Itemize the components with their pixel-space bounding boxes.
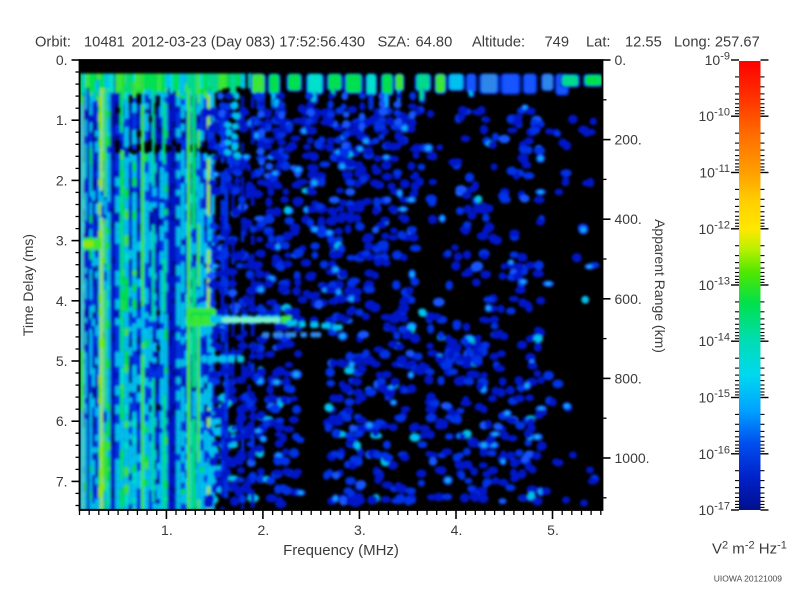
svg-text:12.55: 12.55 (625, 35, 662, 51)
svg-text:6.: 6. (56, 413, 68, 429)
svg-text:1.: 1. (161, 522, 173, 538)
svg-text:400.: 400. (615, 211, 642, 227)
svg-text:2.: 2. (258, 522, 270, 538)
svg-text:5.: 5. (547, 522, 559, 538)
svg-text:3.: 3. (56, 233, 68, 249)
svg-text:Frequency (MHz): Frequency (MHz) (283, 542, 399, 559)
svg-text:Altitude:: Altitude: (472, 35, 525, 51)
svg-text:V2 m-2 Hz-1: V2 m-2 Hz-1 (712, 540, 787, 558)
svg-text:Orbit:: Orbit: (35, 35, 71, 51)
svg-text:749: 749 (545, 35, 570, 51)
svg-text:64.80: 64.80 (416, 35, 453, 51)
svg-text:3.: 3. (354, 522, 366, 538)
svg-text:10481: 10481 (84, 35, 125, 51)
svg-text:Long: 257.67: Long: 257.67 (674, 35, 760, 51)
svg-text:Lat:: Lat: (586, 35, 611, 51)
svg-text:0.: 0. (56, 52, 68, 68)
svg-text:600.: 600. (615, 291, 642, 307)
svg-text:Apparent Range (km): Apparent Range (km) (652, 219, 668, 353)
svg-text:800.: 800. (615, 370, 642, 386)
svg-text:2012-03-23 (Day 083) 17:52:56.: 2012-03-23 (Day 083) 17:52:56.430 (132, 35, 366, 51)
svg-text:7.: 7. (56, 473, 68, 489)
svg-text:4.: 4. (451, 522, 463, 538)
svg-text:200.: 200. (615, 132, 642, 148)
svg-text:UIOWA 20121009: UIOWA 20121009 (714, 574, 782, 584)
svg-text:5.: 5. (56, 353, 68, 369)
svg-text:Time Delay (ms): Time Delay (ms) (20, 234, 36, 336)
svg-text:SZA:: SZA: (378, 35, 411, 51)
svg-text:1000.: 1000. (615, 450, 650, 466)
svg-text:1.: 1. (56, 112, 68, 128)
svg-text:4.: 4. (56, 293, 68, 309)
svg-text:2.: 2. (56, 172, 68, 188)
svg-text:0.: 0. (615, 52, 627, 68)
